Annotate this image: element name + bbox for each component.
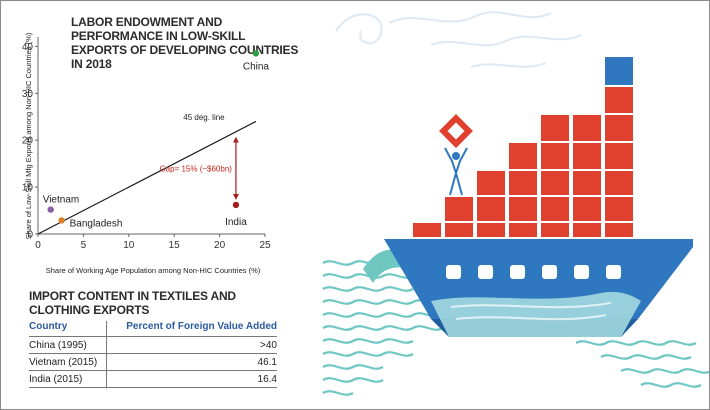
data-point-bangladesh: [58, 217, 65, 224]
y-tick-label: 0: [27, 230, 33, 241]
reference-line-45deg: [37, 120, 257, 235]
x-tick-label: 25: [259, 240, 271, 251]
ship-hull: [384, 239, 693, 337]
point-label-bangladesh: Bangladesh: [70, 218, 123, 229]
cargo-ship-illustration: [322, 11, 709, 396]
x-tick-label: 0: [35, 240, 41, 251]
y-tick-label: 10: [22, 183, 34, 194]
y-axis-label: Share of Low-Skill Mfg Exports among Non…: [24, 32, 33, 239]
column-header-country: Country: [29, 321, 107, 337]
point-label-india: India: [225, 217, 247, 228]
blue-top-container: [605, 57, 633, 85]
import-content-table: Country Percent of Foreign Value Added C…: [29, 321, 277, 388]
wind-swirls: [335, 11, 582, 68]
value-cell: 16.4: [105, 370, 277, 388]
data-point-vietnam: [47, 206, 54, 213]
x-tick-label: 15: [169, 240, 181, 251]
worker-figure: [439, 114, 473, 196]
table-title: IMPORT CONTENT IN TEXTILES AND CLOTHING …: [29, 289, 236, 317]
portholes: [446, 265, 621, 279]
country-cell: India (2015): [29, 370, 107, 388]
axes: [37, 37, 265, 235]
data-point-china: [252, 50, 260, 57]
country-cell: Vietnam (2015): [29, 353, 107, 371]
x-tick-label: 20: [214, 240, 226, 251]
column-header-percent: Percent of Foreign Value Added: [105, 321, 277, 337]
chart-title: LABOR ENDOWMENT AND PERFORMANCE IN LOW-S…: [71, 15, 299, 71]
reference-line-label: 45 deg. line: [183, 113, 225, 122]
tick-labels: 0 5 10 15 20 25 0 10 20 30 40: [22, 42, 271, 251]
ocean-waves: [322, 260, 709, 396]
x-tick-label: 5: [81, 240, 87, 251]
table-header-row: Country Percent of Foreign Value Added: [29, 321, 277, 337]
containers: [413, 87, 633, 237]
data-point-india: [232, 201, 240, 209]
y-tick-label: 20: [22, 136, 34, 147]
point-label-vietnam: Vietnam: [43, 195, 80, 206]
value-cell: 46.1: [105, 353, 277, 371]
point-label-china: China: [243, 61, 270, 72]
scatter-chart: 0 5 10 15 20 25 0 10 20 30 40 45 deg. line Gap= 15%…: [22, 32, 271, 275]
value-cell: >40: [105, 336, 277, 354]
country-cell: China (1995): [29, 336, 107, 354]
table-row: Vietnam (2015) 46.1: [29, 353, 277, 371]
table-row: China (1995) >40: [29, 336, 277, 354]
x-axis-label: Share of Working Age Population among No…: [46, 266, 261, 275]
gap-annotation: Gap= 15% (~$60bn): [159, 164, 232, 173]
reference-line-group: 45 deg. line Gap= 15% (~$60bn): [37, 113, 257, 235]
y-tick-label: 40: [22, 42, 34, 53]
y-tick-label: 30: [22, 89, 34, 100]
data-points: China Vietnam Bangladesh India: [43, 50, 270, 229]
x-tick-label: 10: [123, 240, 135, 251]
table-row: India (2015) 16.4: [29, 370, 277, 388]
